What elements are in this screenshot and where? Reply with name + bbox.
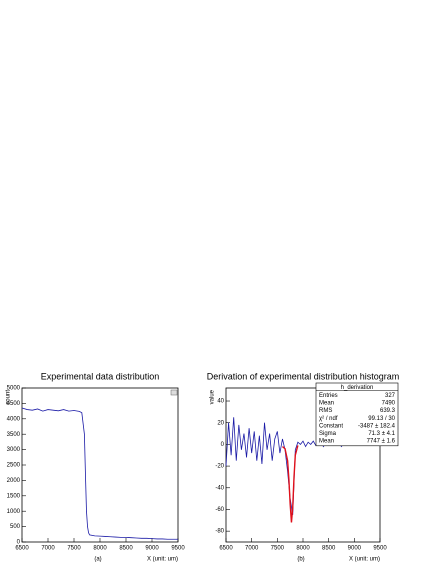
stats-key: Constant (319, 423, 343, 429)
x-tick-label: 7000 (41, 546, 55, 552)
y-tick-label: 1500 (7, 493, 21, 499)
caption: (b) (297, 557, 304, 563)
y-tick-label: 1000 (7, 509, 21, 515)
chart-title: Derivation of experimental distribution … (207, 371, 400, 381)
stats-title: h_derivation (341, 385, 374, 391)
y-tick-label: 0 (221, 442, 225, 448)
x-tick-label: 6500 (219, 546, 233, 552)
x-tick-label: 6500 (15, 546, 29, 552)
x-tick-label: 7500 (67, 546, 81, 552)
stats-value: 99.13 / 30 (368, 416, 395, 422)
y-tick-label: -60 (215, 507, 224, 513)
x-tick-label: 8000 (296, 546, 310, 552)
y-tick-label: 2000 (7, 478, 21, 484)
stats-value: 71.3 ± 4.1 (368, 431, 395, 437)
x-tick-label: 7500 (271, 546, 285, 552)
x-tick-label: 8000 (93, 546, 107, 552)
x-tick-label: 8500 (322, 546, 336, 552)
y-tick-label: 2500 (7, 463, 21, 469)
stats-key: χ² / ndf (319, 416, 338, 422)
y-axis-label: value (210, 389, 216, 404)
stats-key: Mean (319, 401, 334, 407)
x-tick-label: 8500 (119, 546, 133, 552)
stats-box (315, 382, 399, 447)
stats-key: Entries (319, 393, 338, 399)
x-axis-label: X (unit: um) (147, 557, 178, 563)
y-tick-label: 500 (10, 524, 21, 530)
data-line (21, 407, 178, 540)
y-tick-label: 20 (217, 420, 224, 426)
caption: (a) (94, 557, 101, 563)
x-axis-label: X (unit: um) (349, 557, 380, 563)
stats-value: 639.3 (380, 408, 396, 414)
y-tick-label: 3500 (7, 432, 21, 438)
data-line (282, 445, 299, 523)
stats-key: RMS (319, 408, 332, 414)
x-tick-label: 9500 (373, 546, 387, 552)
y-tick-label: 4500 (7, 401, 21, 407)
corner-box (170, 389, 178, 396)
y-tick-label: -20 (215, 464, 224, 470)
stats-value: -3487 ± 182.4 (358, 423, 396, 429)
stats-key: Sigma (319, 431, 337, 437)
y-tick-label: 5000 (7, 386, 21, 392)
chart-title: Experimental data distribution (41, 371, 160, 381)
x-tick-label: 7000 (245, 546, 259, 552)
y-tick-label: 0 (17, 540, 21, 546)
y-tick-label: -40 (215, 485, 224, 491)
stats-value: 327 (385, 393, 396, 399)
stats-key: Mean (319, 439, 334, 445)
y-tick-label: 3000 (7, 447, 21, 453)
x-tick-label: 9000 (348, 546, 362, 552)
x-tick-label: 9500 (171, 546, 185, 552)
y-tick-label: 4000 (7, 416, 21, 422)
x-tick-label: 9000 (145, 546, 159, 552)
stats-value: 7747 ± 1.6 (367, 439, 396, 445)
y-tick-label: 40 (217, 399, 224, 405)
stats-value: 7490 (382, 401, 396, 407)
y-axis-label: count (6, 390, 12, 405)
y-tick-label: -80 (215, 529, 224, 535)
